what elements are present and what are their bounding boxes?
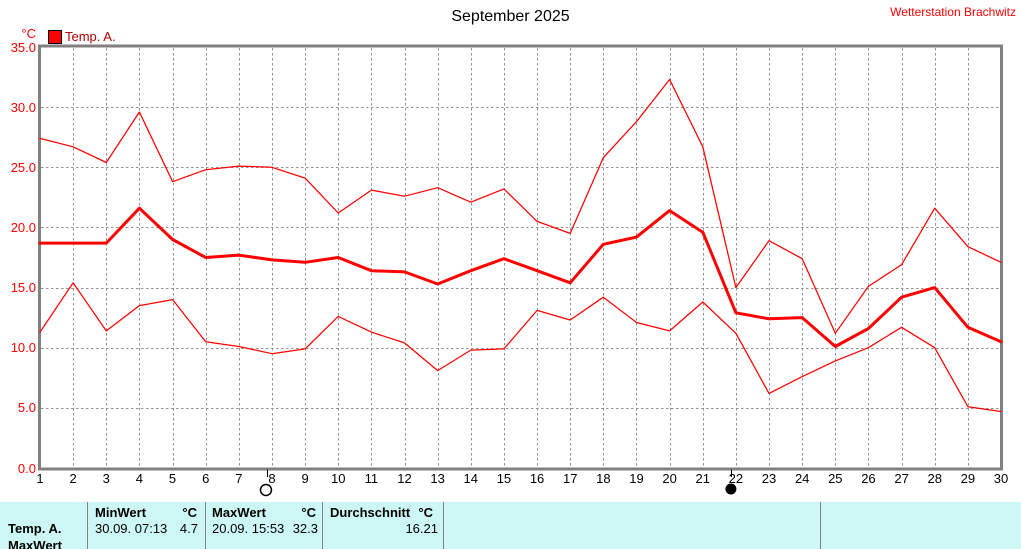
maxwert-unit: °C	[301, 505, 316, 520]
durchschnitt-value: 16.21	[405, 521, 438, 536]
y-tick-label: 15.0	[10, 280, 36, 296]
y-tick-label: 5.0	[17, 400, 36, 416]
full-moon-icon	[259, 483, 273, 497]
new-moon-icon	[725, 483, 737, 495]
table-column-divider	[820, 502, 821, 549]
y-tick-label: 35.0	[10, 39, 36, 55]
x-tick-label: 8	[268, 471, 276, 486]
minwert-header: MinWert	[95, 505, 147, 520]
durchschnitt-header: Durchschnitt	[330, 505, 411, 520]
x-tick-label: 16	[529, 471, 545, 486]
maxwert-value: 32.3	[292, 521, 318, 536]
series-color-swatch-icon	[48, 30, 62, 44]
plot-frame	[38, 44, 1003, 471]
table-row-label: Temp. A.	[8, 521, 62, 536]
y-tick-label: 10.0	[10, 340, 36, 356]
minwert-datetime: 30.09. 07:13	[95, 521, 168, 536]
table-column-divider	[87, 502, 88, 549]
x-tick-label: 9	[301, 471, 309, 486]
x-tick-label: 25	[828, 471, 843, 486]
x-tick-label: 30	[993, 471, 1009, 486]
x-tick-label: 29	[960, 471, 976, 486]
station-name: Wetterstation Brachwitz	[890, 5, 1016, 19]
x-tick-label: 10	[331, 471, 346, 486]
table-next-row-label: MaxWert	[8, 538, 62, 549]
x-tick-label: 11	[364, 471, 379, 486]
table-column-divider	[443, 502, 444, 549]
x-tick-label: 1	[36, 471, 44, 486]
minwert-value: 4.7	[179, 521, 198, 536]
legend-series-label: Temp. A.	[65, 29, 116, 44]
chart-title: September 2025	[451, 8, 570, 25]
x-tick-label: 4	[135, 471, 144, 486]
x-tick-label: 7	[235, 471, 243, 486]
maxwert-header: MaxWert	[212, 505, 266, 520]
x-tick-label: 22	[728, 471, 744, 486]
chart-plot	[38, 44, 1003, 497]
y-tick-label: 20.0	[10, 219, 36, 235]
x-tick-label: 13	[430, 471, 445, 486]
series-daily-min-line	[39, 282, 1002, 413]
x-tick-label: 24	[794, 471, 810, 486]
x-tick-label: 23	[761, 471, 777, 486]
x-tick-label: 28	[927, 471, 942, 486]
y-tick-label: 0.0	[17, 460, 36, 476]
y-tick-label: 25.0	[10, 159, 36, 175]
y-tick-label: 30.0	[10, 99, 36, 115]
series-daily-max-line	[39, 78, 1002, 334]
x-tick-label: 5	[168, 471, 177, 486]
y-axis-unit-label: °C	[21, 26, 36, 41]
table-column-divider	[205, 502, 206, 549]
maxwert-datetime: 20.09. 15:53	[212, 521, 285, 536]
gridlines	[41, 48, 1000, 467]
durchschnitt-unit: °C	[418, 505, 433, 520]
x-tick-label: 12	[397, 471, 412, 486]
x-tick-label: 20	[662, 471, 677, 486]
x-tick-label: 15	[496, 471, 512, 486]
x-tick-label: 14	[463, 471, 479, 486]
x-tick-label: 18	[596, 471, 611, 486]
table-column-divider	[322, 502, 323, 549]
x-tick-label: 19	[629, 471, 644, 486]
x-tick-label: 2	[69, 471, 77, 486]
x-tick-label: 26	[861, 471, 876, 486]
x-tick-label: 6	[202, 471, 210, 486]
x-tick-label: 17	[562, 471, 578, 486]
statistics-table: Temp. A. MaxWert MinWert °C 30.09. 07:13…	[0, 502, 1021, 549]
x-tick-label: 3	[102, 471, 110, 486]
series-daily-mean-line	[38, 206, 1003, 348]
x-tick-label: 21	[695, 471, 710, 486]
minwert-unit: °C	[182, 505, 197, 520]
x-tick-label: 27	[894, 471, 909, 486]
